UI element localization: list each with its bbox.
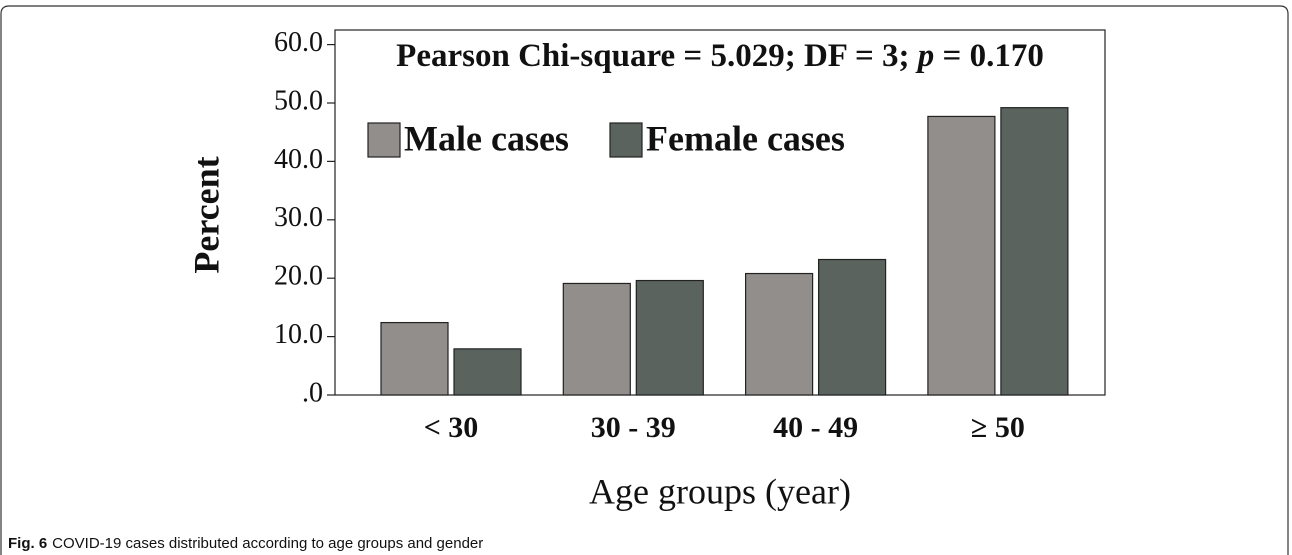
legend-swatch [609,122,643,158]
bar [1000,107,1069,396]
caption: Fig. 6 COVID-19 cases distributed accordi… [8,535,483,552]
bar [635,279,704,396]
bar [744,272,814,396]
x-tick-label: < 30 [424,411,479,444]
legend-label: Female cases [646,118,845,158]
y-tick-label: 10.0 [274,319,323,350]
bar [562,282,631,396]
y-axis-label: Percent [186,156,226,273]
x-axis-label: Age groups (year) [589,471,851,511]
x-tick-label: 30 - 39 [591,411,676,444]
annotation: Pearson Chi-square = 5.029; DF = 3; p = … [396,38,1044,74]
bar [453,348,522,396]
y-tick-label: 60.0 [274,27,323,58]
legend-label: Male cases [404,118,569,158]
bar [817,258,887,396]
legend-swatch [367,122,401,158]
y-tick-label: .0 [302,377,323,408]
y-tick-label: 50.0 [274,85,323,116]
y-tick-label: 40.0 [274,144,323,175]
y-tick-label: 20.0 [274,261,323,292]
plot-frame [334,29,1106,396]
caption-text: COVID-19 cases distributed according to … [52,535,483,552]
figure-frame [0,5,1289,555]
y-tick-label: 30.0 [274,202,323,233]
bar [927,115,996,396]
bar [380,321,449,396]
x-tick-label: 40 - 49 [773,411,858,444]
caption-label: Fig. 6 [8,535,47,552]
x-tick-label: ≥ 50 [971,411,1025,444]
